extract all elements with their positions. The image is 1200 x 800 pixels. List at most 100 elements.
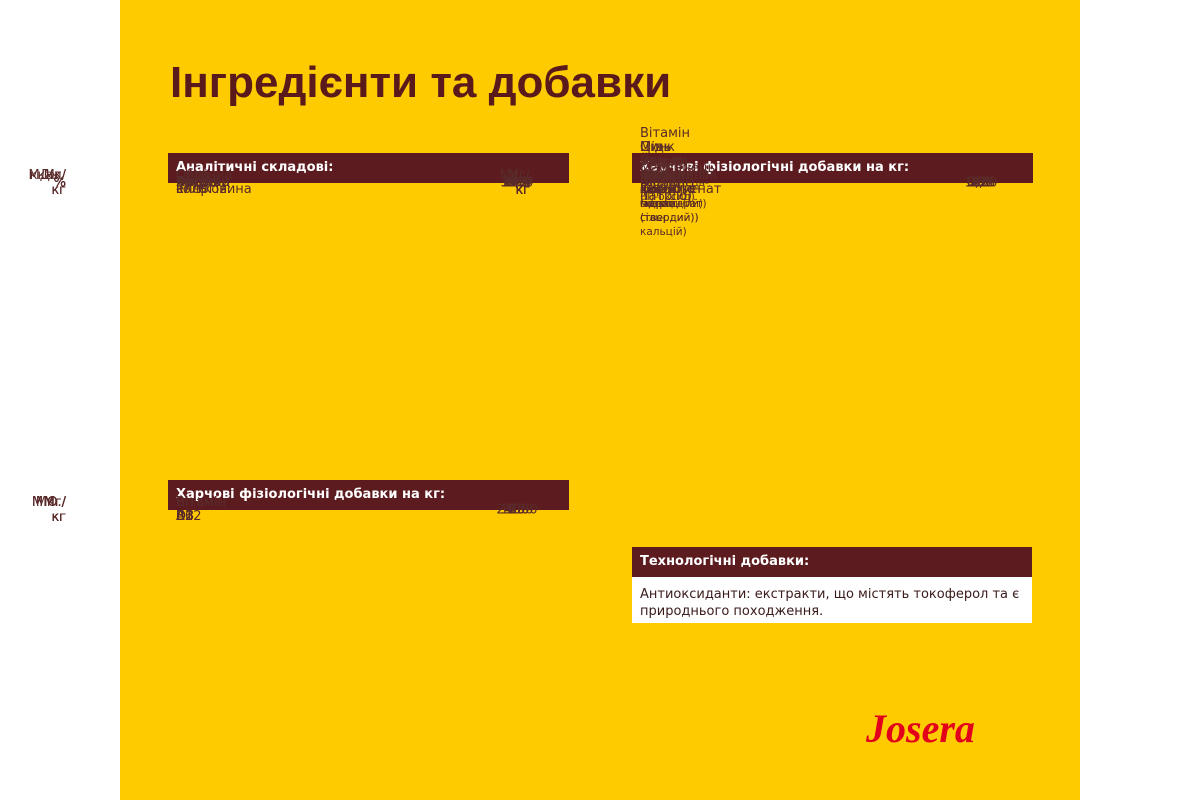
item-value: 3457 [500,175,534,191]
name-text: Вітамін D3 [176,495,226,524]
name-text: Йод [640,154,667,169]
item-name: Вітамін В6 [176,496,226,524]
item-unit: Мг/кг [507,168,530,198]
name-text: Фолієва кислота [640,168,696,197]
logo: Josera [866,706,975,751]
item-name: Залізо (сульфат заліза ІІ, моногідрат) [640,155,707,211]
name-text: Вітамін В12 [176,495,226,524]
item-value: 20 [508,502,526,518]
item-note: (Гліцин-хелат цинку-гідрат (твердий)) [640,156,699,224]
item-name: Вітамін В12 [176,496,226,524]
name-text: Мідь [640,140,672,155]
item-unit: ккал/кг [29,168,66,198]
table-header: Харчові фізіологічні добавки на кг: [632,153,1033,183]
name-text: Вітамін С [640,126,690,155]
item-unit: Мг/кг [43,495,66,525]
name-text: Вітамін А [176,495,226,524]
item-name: Кальцій-D-Пантотенат [640,169,721,197]
item-unit: Мг/кг [507,168,530,198]
item-name: Протеін [176,176,230,190]
item-name: Мідь (Мідь (ІІ)-гліцин-хелат-гідрат (тве… [640,141,699,225]
page-title: Інгредієнти та добавки [170,58,672,107]
item-unit: Мг/кг [43,495,66,525]
item-name: Вітамін Е [176,496,226,524]
item-unit: % [53,175,66,191]
item-value: 5,8 [506,175,528,191]
item-value: 200 [968,175,994,191]
item-name: Селен (селеніт натрію) [640,162,696,204]
table-text: Антиоксиданти: екстракти, що містять ток… [632,577,1032,623]
name-text: Нікотинова кислота [640,168,718,197]
item-value: 2,7 [506,175,528,191]
item-name: Обмінна енергія: [176,169,233,197]
name-text: Сира клітковина [176,168,252,197]
item-unit: Мкг/кг [35,495,66,525]
item-unit: Мг/кг [507,168,530,198]
item-name: Жир [176,176,207,190]
item-value: 14,4 [502,175,532,191]
item-name: Кальцій [176,176,230,190]
item-name: Фосфор [176,176,230,190]
item-unit: Мг/кг [507,168,530,198]
item-name: Цинк (Гліцин-хелат цинку-гідрат (твердий… [640,141,699,225]
item-unit: % [53,175,66,191]
background-panel [120,0,1080,800]
item-unit: Мг/кг [43,495,66,525]
item-name: Сира зола [176,169,210,197]
item-value: 1000 [500,175,534,191]
item-unit: Мг/кг [507,168,530,198]
item-value: 1,1 [506,175,528,191]
item-unit: Мг/кг [507,168,530,198]
item-value: 0,25 [966,175,996,191]
item-name: Вітамін D3 [176,496,226,524]
name-text: Вітамін В2 [176,495,226,524]
item-value: 5 [976,175,986,191]
item-unit: М.О./кг [31,495,66,525]
item-unit: Мг/кг [507,168,530,198]
item-name: Вітамін В2 [176,496,226,524]
item-value: 50 [972,175,990,191]
item-value: 2,0 [970,175,992,191]
item-name: L-карнітин [640,169,701,197]
item-name: Таурин [176,176,225,190]
name-text: Фосфор [176,175,230,190]
item-value: 100 [504,502,530,518]
name-text: Таурин [176,175,225,190]
name-text: Марганець [640,161,716,176]
item-unit: Мг/кг [507,168,530,198]
name-text: Вітамін В1 [176,495,226,524]
item-value: 1000 [964,175,998,191]
item-unit: МДж/кг [28,168,66,198]
item-unit: % [53,175,66,191]
item-unit: Мг/кг [43,168,66,198]
item-value: 200 [968,175,994,191]
item-value: 20,0 [502,175,532,191]
item-unit: Мг/кг [507,168,530,198]
item-unit: Мг/кг [43,495,66,525]
item-note: (Мідь (ІІ)-гліцин-хелат-гідрат (твердий)… [640,156,699,224]
item-value: 24000 [496,502,538,518]
name-text: Кальцій [176,175,231,190]
item-unit: Мг/кг [507,168,530,198]
item-unit: % [53,175,66,191]
item-note: (Марганець-(ІІ)-оксид) [640,177,709,203]
table-header: Технологічні добавки: [632,547,1032,577]
item-unit: Мкг/кг [499,168,530,198]
item-value: 300 [968,175,994,191]
item-unit: % [53,175,66,191]
item-name: Марганець (Марганець-(ІІ)-оксид) [640,162,715,204]
item-value: 20 [972,175,990,191]
name-text: Кальцій-D-Пантотенат [640,168,722,197]
name-text: Залізо [640,154,684,169]
item-value: 160 [968,175,994,191]
item-value: 90 [972,175,990,191]
table-header: Аналітичні складові: [168,153,569,183]
name-text: Цинк [640,140,675,155]
item-value: 15 [508,502,526,518]
item-unit: % [53,175,66,191]
name-text: Сира зола [176,168,210,197]
item-note: (як аскорбіл моно фосфату, натрій-сіль-к… [640,142,693,238]
item-unit: М.О./кг [31,495,66,525]
analytical-table: Аналітичні складові: Протеін% 20,0 Жир% 8,0 С… [29,153,569,198]
